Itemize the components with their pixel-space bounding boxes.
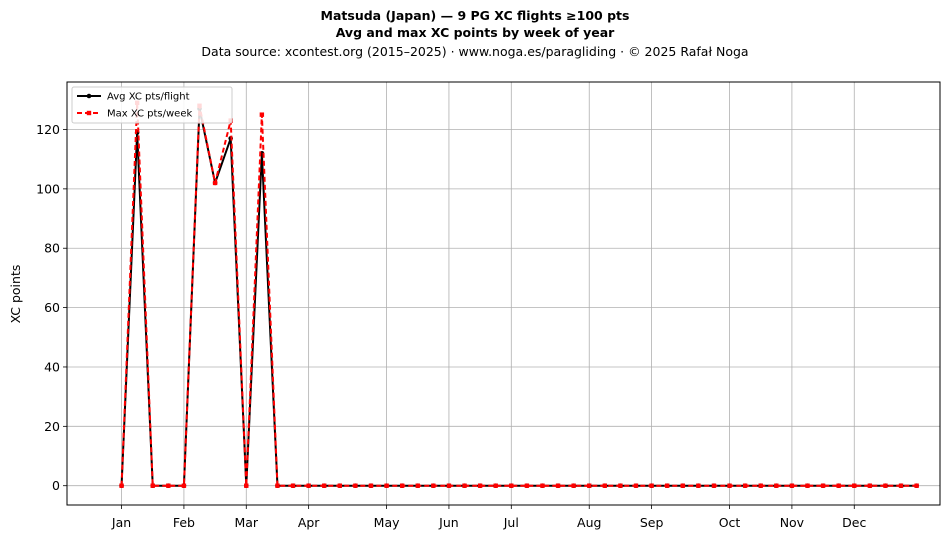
data-point: [244, 483, 249, 488]
data-point: [571, 483, 576, 488]
data-point: [633, 483, 639, 488]
data-point: [166, 483, 171, 488]
y-tick-label: 80: [44, 241, 60, 256]
series-lines: [119, 100, 919, 489]
data-point: [119, 483, 124, 488]
data-point: [462, 483, 467, 488]
x-tick-label: May: [374, 515, 400, 530]
chart-subtitle: Data source: xcontest.org (2015–2025) · …: [201, 44, 748, 59]
data-point: [399, 483, 405, 488]
x-tick-label: Apr: [298, 515, 320, 530]
data-point: [711, 483, 717, 488]
data-point: [477, 483, 483, 488]
data-point: [212, 180, 218, 186]
y-tick-label: 20: [44, 419, 60, 434]
data-point: [509, 483, 514, 488]
x-tick-label: Oct: [719, 515, 741, 530]
y-tick-label: 40: [44, 359, 60, 374]
data-point: [555, 483, 561, 488]
chart-title-line2: Avg and max XC points by week of year: [336, 25, 615, 40]
y-axis-label: XC points: [8, 265, 23, 324]
data-point: [883, 483, 888, 488]
x-tick-label: Jun: [438, 515, 459, 530]
y-tick-label: 120: [36, 122, 60, 137]
legend-marker-max: [86, 110, 92, 116]
data-point: [914, 483, 919, 488]
data-point: [275, 483, 280, 488]
x-tick-label: Mar: [234, 515, 258, 530]
x-tick-label: Jul: [503, 515, 519, 530]
data-point: [150, 483, 155, 488]
data-point: [540, 483, 545, 488]
data-point: [353, 483, 358, 488]
data-point: [415, 483, 420, 488]
data-point: [322, 483, 327, 488]
data-point: [337, 483, 343, 488]
data-point: [836, 483, 841, 488]
x-tick-label: Jan: [111, 515, 131, 530]
legend-label-max: Max XC pts/week: [107, 109, 192, 120]
chart-title-line1: Matsuda (Japan) — 9 PG XC flights ≥100 p…: [321, 8, 630, 23]
data-point: [602, 483, 608, 488]
legend-marker-avg: [86, 93, 92, 99]
data-point: [664, 483, 670, 488]
legend: Avg XC pts/flight Max XC pts/week: [71, 86, 233, 124]
data-point: [727, 483, 732, 488]
data-point: [852, 483, 857, 488]
data-point: [820, 483, 826, 488]
data-point: [524, 483, 530, 488]
data-point: [649, 483, 654, 488]
series-line-0: [120, 107, 917, 487]
grid-lines: [67, 82, 940, 505]
x-tick-label: Aug: [577, 515, 601, 530]
data-point: [259, 112, 265, 117]
data-point: [181, 483, 187, 488]
data-point: [587, 483, 592, 488]
data-point: [493, 483, 498, 488]
data-point: [290, 483, 296, 488]
data-point: [867, 483, 873, 488]
data-point: [368, 483, 374, 488]
legend-box: [71, 86, 233, 124]
data-point: [898, 483, 904, 488]
x-tick-label: Dec: [842, 515, 866, 530]
plot-frame: [66, 81, 941, 506]
data-point: [680, 483, 685, 488]
x-tick-label: Nov: [780, 515, 805, 530]
data-point: [446, 483, 452, 488]
y-tick-label: 60: [44, 300, 60, 315]
data-point: [696, 483, 701, 488]
data-point: [306, 483, 311, 488]
data-point: [618, 483, 623, 488]
x-tick-label: Feb: [173, 515, 195, 530]
y-tick-label: 100: [36, 181, 60, 196]
data-point: [789, 483, 795, 488]
y-axis-ticks: 0 20 40 60 80 100 120: [36, 122, 67, 493]
data-point: [742, 483, 748, 488]
series-line-1: [120, 101, 917, 487]
data-point: [384, 483, 389, 488]
legend-label-avg: Avg XC pts/flight: [107, 92, 190, 103]
x-tick-label: Sep: [640, 515, 664, 530]
data-point: [431, 483, 436, 488]
data-point: [805, 483, 810, 488]
data-point: [758, 483, 763, 488]
x-axis-ticks: Jan Feb Mar Apr May Jun Jul Aug Sep Oct Nov Dec: [111, 505, 866, 530]
data-point: [774, 483, 779, 488]
y-tick-label: 0: [52, 478, 60, 493]
